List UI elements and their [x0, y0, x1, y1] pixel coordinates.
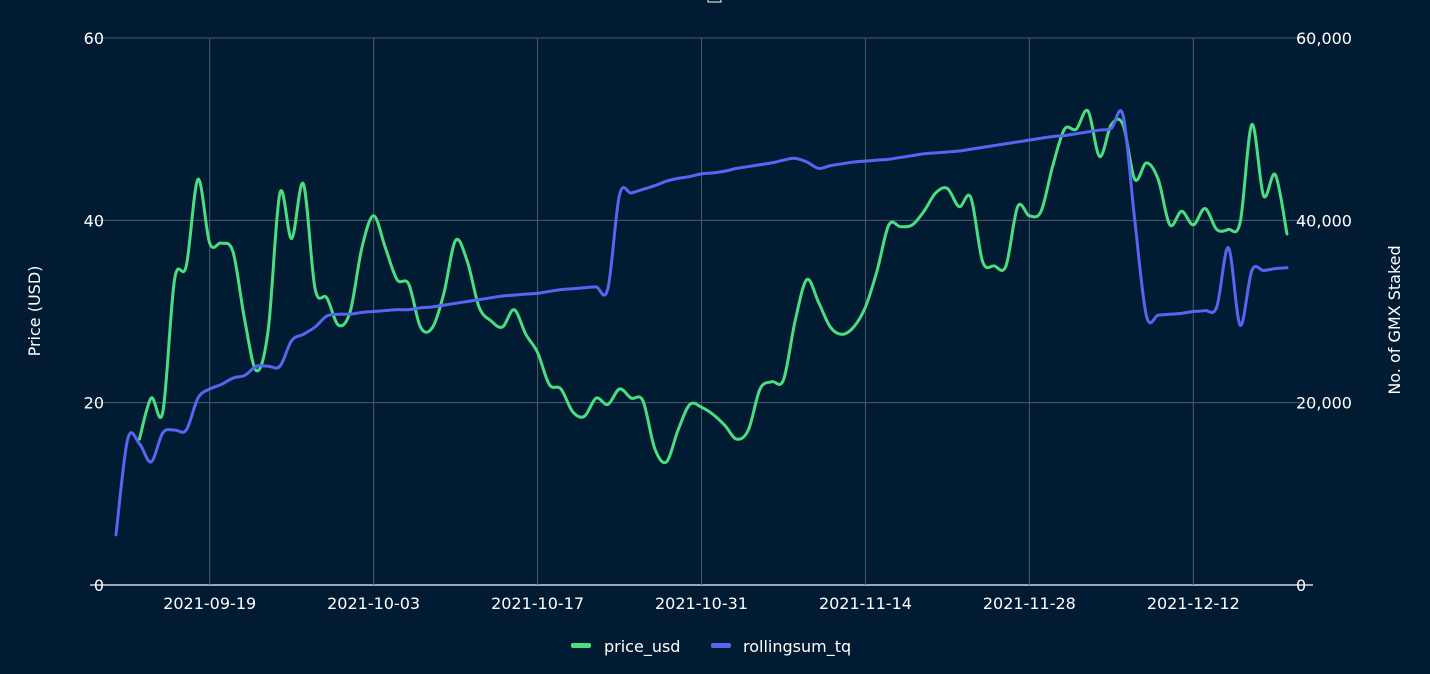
- x-tick-label: 2021-10-17: [491, 594, 584, 613]
- legend-label-price-usd: price_usd: [604, 637, 680, 657]
- y-axis-right: 0 20,000 40,000 60,000: [1296, 29, 1352, 595]
- x-tick-label: 2021-09-19: [163, 594, 256, 613]
- x-tick-label: 2021-12-12: [1147, 594, 1240, 613]
- x-tick-label: 2021-11-28: [983, 594, 1076, 613]
- series-line-price-usd: [137, 108, 1289, 465]
- y-tick-label: 20: [84, 394, 104, 413]
- y-tick-label: 40: [84, 211, 104, 230]
- legend-item-rollingsum-tq[interactable]: rollingsum_tq: [711, 637, 851, 657]
- x-tick-label: 2021-10-31: [655, 594, 748, 613]
- y-tick-label: 60: [84, 29, 104, 48]
- legend-label-rollingsum-tq: rollingsum_tq: [743, 637, 851, 657]
- x-tick-label: 2021-11-14: [819, 594, 912, 613]
- y-tick-label: 0: [94, 576, 104, 595]
- series-lines: [114, 108, 1289, 537]
- grid: [90, 37, 1313, 586]
- y2-tick-label: 20,000: [1296, 394, 1352, 413]
- y-axis-title: Price (USD): [25, 266, 44, 357]
- legend-swatch-rollingsum-tq: [711, 643, 731, 648]
- y2-tick-label: 60,000: [1296, 29, 1352, 48]
- top-marker: [707, 0, 722, 3]
- legend-swatch-price-usd: [571, 643, 591, 648]
- x-axis: 2021-09-19 2021-10-03 2021-10-17 2021-10-31…: [163, 594, 1240, 613]
- series-line-rollingsum-tq: [114, 109, 1289, 537]
- y2-tick-label: 40,000: [1296, 211, 1352, 230]
- y2-axis-title: No. of GMX Staked: [1385, 245, 1404, 394]
- y2-tick-label: 0: [1296, 576, 1306, 595]
- x-tick-label: 2021-10-03: [327, 594, 420, 613]
- legend: price_usd rollingsum_tq: [571, 637, 851, 657]
- y-axis-left: 0 20 40 60: [84, 29, 104, 595]
- legend-item-price-usd[interactable]: price_usd: [571, 637, 680, 657]
